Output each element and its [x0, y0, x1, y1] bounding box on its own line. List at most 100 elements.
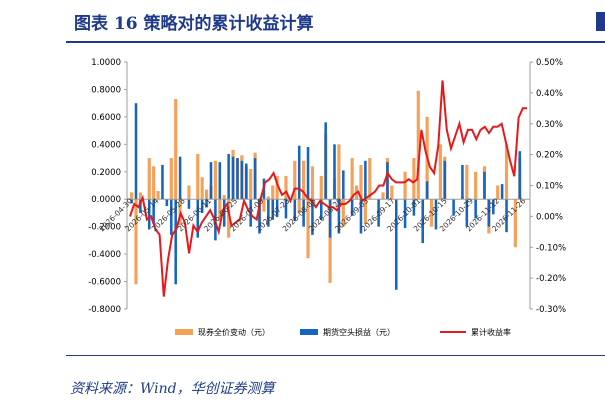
left-tick-label: 0.2000 — [91, 168, 121, 178]
legend-label-stock: 现券全价变动（元） — [198, 327, 270, 337]
bar-stock — [310, 166, 315, 200]
right-tick-label: -0.30% — [536, 305, 566, 315]
bar-stock — [156, 190, 160, 200]
right-tick-label: 0.00% — [536, 212, 563, 222]
bar-future — [443, 160, 447, 200]
bar-future — [434, 199, 438, 230]
bar-future — [359, 199, 363, 234]
bar-future — [275, 199, 279, 218]
left-tick-label: 0.4000 — [91, 140, 121, 150]
bar-future — [227, 153, 230, 200]
bar-future — [311, 199, 314, 235]
bar-stock — [306, 199, 310, 259]
bar-stock — [363, 199, 367, 224]
bar-stock — [412, 158, 416, 200]
header-edge-mark — [596, 12, 605, 31]
bar-future — [342, 170, 345, 200]
bar-stock — [275, 175, 279, 200]
bar-stock — [262, 199, 266, 212]
left-tick-label: 1.0000 — [91, 58, 121, 68]
right-tick-label: 0.10% — [536, 182, 563, 192]
bar-stock — [293, 160, 297, 200]
bar-future — [170, 199, 173, 235]
right-tick-label: -0.20% — [536, 274, 566, 284]
bar-future — [271, 199, 275, 220]
bar-future — [492, 199, 495, 215]
bar-future — [253, 158, 257, 200]
bar-future — [302, 199, 305, 227]
bar-future — [209, 162, 213, 200]
right-tick-label: 0.50% — [536, 58, 563, 68]
left-tick-label: -0.6000 — [88, 278, 121, 288]
bar-stock — [403, 171, 407, 200]
bar-stock — [438, 144, 442, 200]
bar-stock — [496, 185, 500, 200]
legend-swatch-future — [300, 329, 318, 335]
right-tick-label: 0.40% — [536, 89, 563, 99]
bar-stock — [328, 199, 332, 283]
bar-stock — [187, 185, 191, 200]
figure-title: 图表 16 策略对的累计收益计算 — [74, 14, 314, 34]
source-note: 资料来源：Wind，华创证券测算 — [70, 381, 275, 397]
left-tick-label: -0.8000 — [88, 305, 121, 315]
bar-stock — [249, 169, 253, 200]
left-tick-label: 0.0000 — [91, 195, 121, 205]
bar-stock — [429, 199, 434, 227]
bar-future — [328, 199, 332, 238]
bar-future — [174, 199, 177, 285]
bar-stock — [152, 166, 156, 200]
bar-future — [196, 199, 200, 238]
left-tick-label: 0.8000 — [91, 85, 121, 95]
bar-future — [134, 103, 138, 200]
bar-future — [147, 199, 151, 230]
legend-label-future: 期货空头损益（元） — [323, 327, 395, 337]
bar-stock — [513, 199, 517, 248]
bar-stock — [368, 158, 372, 200]
bar-stock — [504, 144, 509, 200]
bar-stock — [416, 90, 420, 200]
bar-stock — [204, 189, 209, 200]
bar-future — [297, 145, 301, 200]
bar-stock — [319, 175, 323, 200]
bar-future — [306, 147, 310, 200]
bar-stock — [337, 144, 341, 200]
legend-swatch-stock — [175, 329, 193, 335]
bar-future — [425, 181, 429, 200]
bar-future — [465, 199, 469, 227]
bar-stock — [227, 199, 231, 238]
bar-future — [474, 199, 477, 219]
bar-future — [518, 151, 522, 200]
bar-future — [152, 199, 155, 224]
legend-label-line: 累计收益率 — [471, 327, 511, 337]
bar-stock — [130, 192, 134, 200]
bar-future — [293, 199, 297, 222]
right-tick-label: -0.10% — [536, 243, 566, 253]
bar-stock — [297, 199, 301, 213]
bar-future — [364, 160, 367, 200]
bar-future — [240, 160, 244, 200]
bar-stock — [381, 192, 385, 200]
figure-header: 图表 16 策略对的累计收益计算 — [0, 0, 605, 44]
left-tick-label: -0.2000 — [88, 223, 121, 233]
bar-future — [222, 199, 226, 227]
bar-future — [403, 199, 407, 229]
bar-future — [200, 199, 204, 213]
bar-stock — [465, 164, 469, 200]
bar-stock — [302, 160, 306, 200]
bar-stock — [147, 158, 151, 200]
bar-stock — [350, 158, 354, 200]
bar-stock — [213, 160, 217, 200]
bar-future — [319, 199, 323, 220]
bar-stock — [390, 185, 394, 200]
bar-future — [452, 199, 455, 216]
bar-stock — [359, 164, 363, 200]
bar-future — [337, 199, 341, 234]
bar-future — [139, 199, 142, 213]
bar-stock — [200, 177, 204, 200]
bar-stock — [271, 185, 275, 200]
bar-stock — [138, 192, 142, 200]
bar-future — [161, 164, 164, 200]
left-tick-label: 0.6000 — [91, 113, 121, 123]
bar-future — [500, 184, 504, 200]
bar-stock — [169, 158, 173, 200]
